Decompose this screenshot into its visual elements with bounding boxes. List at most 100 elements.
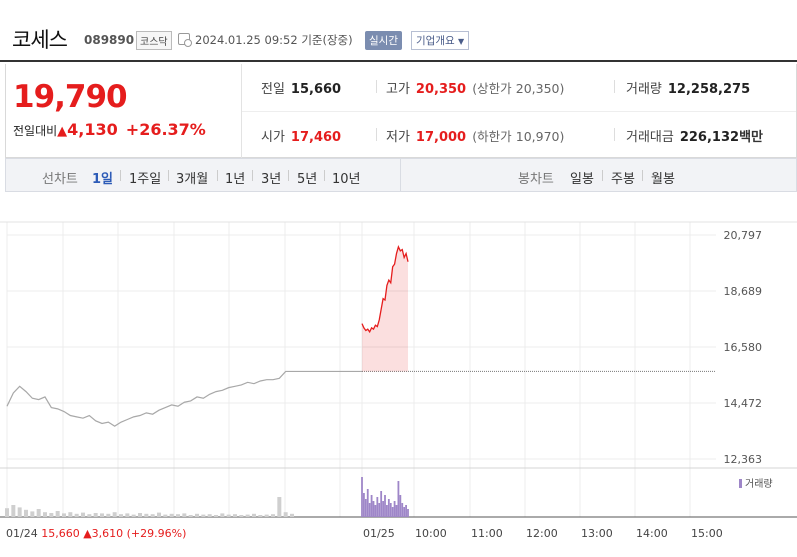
prev-day-line	[6, 370, 292, 427]
divider	[252, 170, 253, 181]
high-value: 20,350	[415, 82, 467, 97]
volume-legend-swatch	[739, 479, 742, 488]
chart-marks	[5, 245, 716, 517]
volume-bar	[397, 481, 400, 517]
x-tick-label: 12:00	[526, 527, 558, 540]
volume-bar	[207, 514, 212, 517]
volume-bar	[239, 515, 244, 517]
tab-1year[interactable]: 1년	[225, 172, 246, 187]
volume-bar	[386, 505, 388, 517]
chart-grid	[0, 221, 797, 518]
divider	[324, 170, 325, 181]
volume-bar	[30, 511, 35, 517]
trade-amount: 거래대금 226,132백만	[626, 126, 763, 145]
volume-bar	[138, 513, 142, 517]
company-info-dropdown[interactable]: 기업개요 ▼	[411, 31, 470, 50]
timestamp-value: 2024.01.25 09:52	[195, 33, 298, 47]
tab-5year[interactable]: 5년	[297, 172, 318, 187]
volume-bar	[169, 513, 174, 517]
volume-legend-label: 거래량	[745, 478, 773, 490]
volume-bar	[401, 503, 404, 517]
lower-limit-value: 10,970)	[515, 129, 565, 144]
volume-bar	[87, 514, 92, 517]
volume-bar	[36, 509, 41, 517]
volume-bar	[403, 507, 406, 517]
today-area-fill	[362, 246, 408, 372]
tab-monthly-candle[interactable]: 월봉	[651, 172, 675, 187]
upper-limit-label: (상한가	[472, 81, 512, 96]
volume-bar	[150, 514, 155, 517]
y-tick-label: 16,580	[724, 341, 763, 354]
volume-bar	[5, 508, 9, 517]
volume-bar	[62, 513, 66, 517]
volume-bar	[395, 505, 398, 517]
lower-limit-label: (하한가	[472, 129, 512, 144]
volume-bar	[366, 489, 369, 517]
volume-bar	[125, 513, 130, 517]
divider	[614, 128, 615, 141]
volume-bar	[233, 514, 237, 517]
market-badge: 코스닥	[136, 31, 172, 50]
y-tick-label: 12,363	[724, 453, 763, 466]
volume-bar	[157, 512, 161, 517]
x-tick-label: 10:00	[415, 527, 447, 540]
volume-label: 거래량	[626, 82, 662, 97]
volume-bar	[81, 512, 85, 517]
high-price: 고가 20,350 (상한가 20,350)	[386, 78, 564, 97]
tab-3month[interactable]: 3개월	[176, 172, 209, 187]
volume-bar	[245, 514, 250, 517]
timestamp: 2024.01.25 09:52 기준(장중)	[195, 32, 353, 48]
quote-panel: 19,790 전일대비▲4,130 +26.37% 전일 15,660 고가 20,3…	[5, 64, 797, 158]
today-price-line	[361, 245, 409, 334]
amount-label: 거래대금	[626, 130, 674, 145]
volume-bar	[380, 491, 383, 517]
volume: 거래량 12,258,275	[626, 78, 750, 97]
prev-close-label: 전일	[261, 82, 285, 97]
low-value: 17,000	[415, 130, 467, 145]
tab-weekly-candle[interactable]: 주봉	[611, 172, 635, 187]
up-triangle-icon: ▲	[57, 124, 68, 139]
volume-bar	[271, 514, 275, 517]
open-price: 시가 17,460	[261, 126, 341, 145]
divider	[120, 170, 121, 181]
prev-day-summary: 01/24 15,660 ▲3,610 (+29.96%)	[6, 527, 186, 540]
volume-bar	[252, 513, 256, 517]
divider	[642, 170, 643, 181]
realtime-button[interactable]: 실시간	[365, 31, 402, 50]
x-tick-label: 14:00	[636, 527, 668, 540]
volume-bar	[258, 515, 263, 517]
row-divider	[242, 111, 796, 112]
volume-bar	[11, 505, 16, 517]
volume-bar	[405, 505, 407, 517]
volume-bar	[131, 514, 136, 517]
clock-icon	[178, 33, 192, 47]
volume-bar	[372, 501, 375, 517]
change-label: 전일대비	[13, 124, 58, 138]
timestamp-basis: 기준(장중)	[301, 33, 353, 47]
amount-unit: 백만	[739, 130, 763, 145]
volume-bar	[24, 509, 28, 517]
chart-labels: 20,797 18,689 16,580 14,472 12,363 거래량 01/25 10…	[6, 229, 773, 540]
price-chart[interactable]: 20,797 18,689 16,580 14,472 12,363 거래량 01/25 10…	[0, 192, 797, 557]
tab-1week[interactable]: 1주일	[129, 172, 162, 187]
volume-bar	[17, 507, 22, 517]
volume-bar	[93, 513, 98, 517]
volume-bar	[277, 497, 282, 517]
volume-bar	[43, 512, 47, 517]
volume-bar	[382, 501, 384, 517]
divider	[288, 170, 289, 181]
tab-10year[interactable]: 10년	[332, 172, 361, 187]
volume-bar	[214, 515, 218, 517]
y-tick-label: 20,797	[724, 229, 763, 242]
divider	[217, 170, 218, 181]
tab-1day[interactable]: 1일	[92, 172, 114, 187]
x-tick-label: 01/25	[363, 527, 395, 540]
volume-bar	[374, 505, 377, 517]
y-tick-label: 14,472	[724, 397, 763, 410]
tab-3year[interactable]: 3년	[261, 172, 282, 187]
candle-chart-label: 봉차트	[518, 172, 554, 187]
chart-tabs: 선차트 1일 1주일 3개월 1년 3년 5년 10년 봉차트 일봉 주봉 월봉	[5, 158, 797, 192]
tab-daily-candle[interactable]: 일봉	[570, 172, 594, 187]
open-label: 시가	[261, 130, 285, 145]
volume-bar	[361, 477, 363, 517]
